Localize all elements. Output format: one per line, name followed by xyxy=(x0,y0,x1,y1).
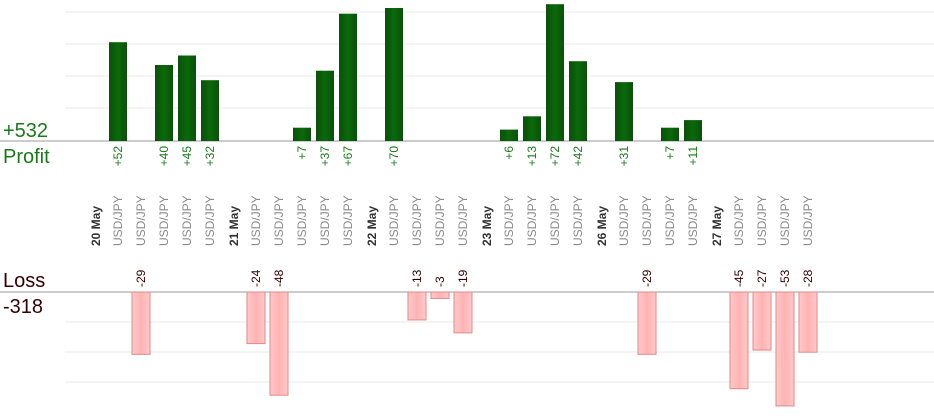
profit-bar xyxy=(155,65,173,141)
loss-bar xyxy=(407,291,427,321)
pair-label: USD/JPY xyxy=(502,195,516,246)
pair-label: USD/JPY xyxy=(249,195,263,246)
date-label: 26 May xyxy=(595,206,609,246)
profit-bar xyxy=(546,4,564,142)
profit-total: +532 xyxy=(3,120,48,142)
loss-bar xyxy=(752,291,772,351)
loss-bar xyxy=(269,291,289,396)
profit-bar xyxy=(684,120,702,141)
loss-value-label: -13 xyxy=(410,269,424,287)
loss-label: Loss xyxy=(3,270,45,292)
loss-value-label: -24 xyxy=(249,269,263,287)
profit-bar xyxy=(316,70,334,141)
loss-bar xyxy=(637,291,657,355)
pair-label: USD/JPY xyxy=(755,195,769,246)
date-label: 23 May xyxy=(480,206,494,246)
profit-value-label: +7 xyxy=(295,146,309,160)
pair-label: USD/JPY xyxy=(571,195,585,246)
pair-label: USD/JPY xyxy=(663,195,677,246)
loss-bar xyxy=(729,291,749,390)
profit-value-label: +6 xyxy=(502,146,516,160)
profit-bar xyxy=(661,127,679,141)
pair-label: USD/JPY xyxy=(272,195,286,246)
pair-label: USD/JPY xyxy=(433,195,447,246)
pair-label: USD/JPY xyxy=(203,195,217,246)
pair-label: USD/JPY xyxy=(295,195,309,246)
profit-value-label: +40 xyxy=(157,146,171,167)
loss-value-label: -29 xyxy=(640,269,654,287)
profit-bar xyxy=(500,129,518,141)
profit-bar xyxy=(178,55,196,141)
pair-label: USD/JPY xyxy=(341,195,355,246)
profit-bar xyxy=(339,13,357,142)
pair-label: USD/JPY xyxy=(134,195,148,246)
pair-label: USD/JPY xyxy=(548,195,562,246)
date-label: 21 May xyxy=(227,206,241,246)
pair-label: USD/JPY xyxy=(525,195,539,246)
profit-bar xyxy=(109,42,127,142)
profit-value-label: +13 xyxy=(525,146,539,167)
pair-label: USD/JPY xyxy=(318,195,332,246)
loss-value-label: -19 xyxy=(456,269,470,287)
profit-bar xyxy=(569,61,587,142)
profit-value-label: +31 xyxy=(617,146,631,167)
loss-value-label: -29 xyxy=(134,269,148,287)
profit-value-label: +52 xyxy=(111,146,125,167)
profit-bar xyxy=(385,8,403,141)
pair-label: USD/JPY xyxy=(640,195,654,246)
loss-bar xyxy=(798,291,818,353)
loss-bar xyxy=(131,291,151,355)
loss-value-label: -27 xyxy=(755,269,769,287)
profit-bar xyxy=(615,82,633,141)
date-label: 22 May xyxy=(365,206,379,246)
loss-value-label: -45 xyxy=(732,269,746,287)
profit-value-label: +11 xyxy=(686,146,700,166)
profit-value-label: +45 xyxy=(180,146,194,167)
profit-value-label: +32 xyxy=(203,146,217,167)
pair-label: USD/JPY xyxy=(410,195,424,246)
pair-label: USD/JPY xyxy=(778,195,792,246)
profit-value-label: +70 xyxy=(387,146,401,167)
loss-bar xyxy=(430,291,450,299)
chart-bars xyxy=(109,4,818,407)
pair-label: USD/JPY xyxy=(180,195,194,246)
pair-label: USD/JPY xyxy=(617,195,631,246)
date-label: 20 May xyxy=(89,206,103,246)
loss-value-label: -28 xyxy=(801,269,815,287)
date-label: 27 May xyxy=(710,206,724,246)
profit-value-label: +67 xyxy=(341,146,355,167)
profit-value-label: +7 xyxy=(663,146,677,160)
profit-value-label: +72 xyxy=(548,146,562,167)
pair-label: USD/JPY xyxy=(456,195,470,246)
loss-value-label: -53 xyxy=(778,269,792,287)
pair-label: USD/JPY xyxy=(111,195,125,246)
pair-label: USD/JPY xyxy=(801,195,815,246)
profit-label: Profit xyxy=(3,146,50,168)
loss-bar xyxy=(775,291,795,407)
profit-value-label: +37 xyxy=(318,146,332,167)
profit-bar xyxy=(201,80,219,141)
chart-labels: 20 May +52 USD/JPY -29 USD/JPY +40 USD/JPY +45 U… xyxy=(89,146,815,287)
profit-bar xyxy=(293,127,311,141)
loss-value-label: -3 xyxy=(433,276,447,287)
profit-value-label: +42 xyxy=(571,146,585,167)
pair-label: USD/JPY xyxy=(732,195,746,246)
loss-bar xyxy=(246,291,266,345)
loss-total: -318 xyxy=(3,296,43,318)
loss-value-label: -48 xyxy=(272,269,286,287)
profit-bar xyxy=(523,116,541,141)
pair-label: USD/JPY xyxy=(387,195,401,246)
pair-label: USD/JPY xyxy=(686,195,700,246)
loss-bar xyxy=(453,291,473,334)
pair-label: USD/JPY xyxy=(157,195,171,246)
